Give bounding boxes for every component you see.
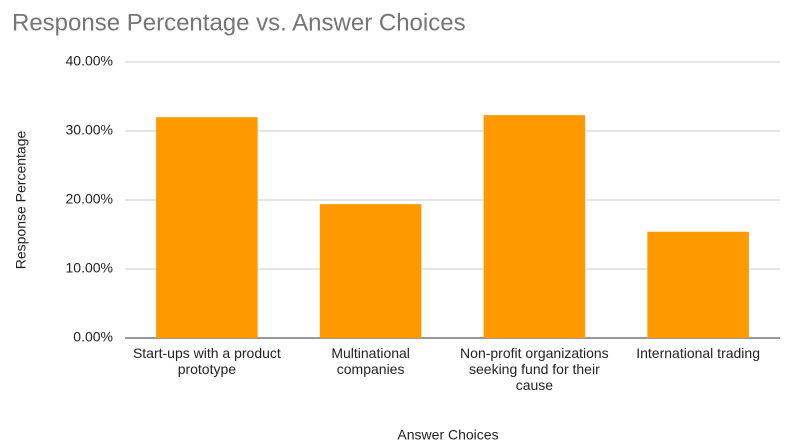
y-axis-label: Response Percentage	[13, 131, 29, 270]
y-tick-label: 40.00%	[66, 53, 113, 69]
y-tick-label: 30.00%	[66, 122, 113, 138]
x-tick-label: Non-profit organizations seeking fund fo…	[460, 345, 609, 393]
bar	[647, 231, 749, 338]
y-tick-label: 0.00%	[73, 329, 113, 345]
bar	[156, 117, 258, 338]
y-tick-label: 10.00%	[66, 260, 113, 276]
x-tick-label: International trading	[636, 345, 760, 361]
x-tick-label: Start-ups with a product prototype	[132, 345, 281, 377]
y-tick-label: 20.00%	[66, 191, 113, 207]
x-axis-label: Answer Choices	[397, 427, 498, 443]
x-tick-label: Multinational companies	[331, 345, 410, 377]
chart-title: Response Percentage vs. Answer Choices	[12, 9, 466, 36]
bar	[483, 115, 586, 338]
bar	[319, 204, 422, 338]
